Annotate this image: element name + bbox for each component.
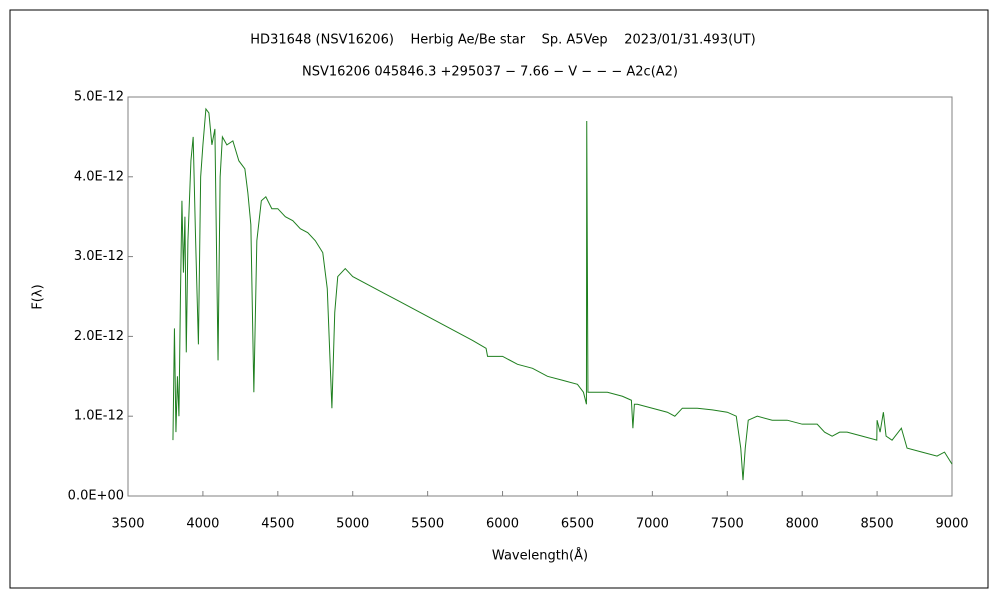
x-tick-label: 9000 <box>935 517 968 532</box>
plot-frame <box>127 96 953 497</box>
x-tick-label: 7000 <box>636 517 669 532</box>
x-tick-label: 5000 <box>336 517 369 532</box>
x-tick-label: 7500 <box>711 517 744 532</box>
y-tick-label: 1.0E-12 <box>74 409 124 424</box>
chart-subtitle: NSV16206 045846.3 +295037 − 7.66 − V − −… <box>302 65 678 80</box>
x-tick-label: 8500 <box>861 517 894 532</box>
y-tick-label: 0.0E+00 <box>68 489 124 504</box>
x-tick-label: 6000 <box>486 517 519 532</box>
x-tick-label: 4000 <box>186 517 219 532</box>
x-tick-label: 6500 <box>561 517 594 532</box>
chart-frame <box>9 9 989 589</box>
chart-title: HD31648 (NSV16206) Herbig Ae/Be star Sp.… <box>250 33 755 48</box>
x-tick-label: 8000 <box>786 517 819 532</box>
x-axis-label: Wavelength(Å) <box>492 548 588 564</box>
y-tick-label: 4.0E-12 <box>74 169 124 184</box>
x-tick-label: 4500 <box>261 517 294 532</box>
y-tick-label: 3.0E-12 <box>74 249 124 264</box>
y-tick-label: 5.0E-12 <box>74 90 124 105</box>
x-tick-label: 5500 <box>411 517 444 532</box>
y-tick-label: 2.0E-12 <box>74 329 124 344</box>
y-axis-label: F(λ) <box>31 284 46 309</box>
x-tick-label: 3500 <box>111 517 144 532</box>
spectrum-line <box>172 107 953 481</box>
